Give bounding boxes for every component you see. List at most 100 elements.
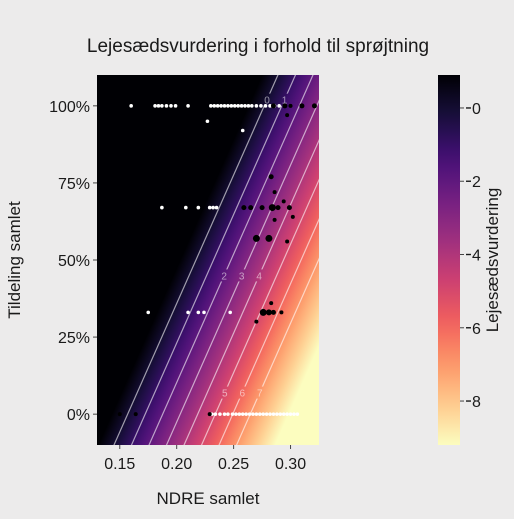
data-point: [243, 104, 247, 108]
colorbar-tick-label: 4: [472, 248, 481, 265]
contour-label-bg: [236, 269, 247, 282]
data-point: [268, 104, 272, 108]
x-axis-label: NDRE samlet: [157, 489, 260, 508]
data-point: [270, 309, 276, 315]
data-point: [222, 412, 227, 416]
data-point: [254, 412, 259, 416]
colorbar: 0 2 4 6 8: [438, 75, 481, 445]
y-axis-label: Tildeling samlet: [5, 201, 24, 319]
contour-label-bg: [219, 386, 230, 399]
contour-label: 6: [240, 389, 246, 400]
contour-label: 3: [239, 271, 245, 282]
data-point: [213, 412, 218, 416]
data-point: [237, 412, 242, 416]
data-point: [254, 104, 259, 108]
data-point: [281, 412, 286, 416]
data-point: [279, 310, 284, 315]
data-point: [133, 412, 138, 417]
data-point: [186, 310, 190, 315]
data-point: [215, 104, 220, 108]
heatmap-surface: [97, 75, 319, 445]
data-point: [186, 104, 190, 108]
contour-line: [148, 75, 314, 445]
contour-label: 4: [256, 271, 262, 282]
data-point: [259, 308, 267, 316]
data-point: [160, 104, 164, 108]
data-point: [285, 239, 290, 244]
data-point: [295, 412, 300, 416]
data-point: [264, 412, 269, 416]
data-point: [244, 412, 248, 416]
contour-label: 5: [222, 389, 228, 400]
data-point: [269, 301, 274, 306]
data-point: [207, 205, 212, 210]
data-point: [275, 412, 279, 416]
data-point: [240, 128, 245, 133]
contour-line: [165, 99, 319, 445]
x-tick-label: 0.15: [104, 456, 135, 473]
data-point: [272, 217, 277, 222]
contour-line: [183, 138, 319, 445]
data-point: [292, 412, 296, 416]
data-point: [271, 412, 276, 416]
contour-label-bg: [237, 386, 248, 399]
data-point: [160, 205, 164, 210]
contour-label: 1: [282, 96, 288, 107]
data-point: [229, 104, 234, 108]
contour-label-bg: [219, 269, 230, 282]
data-point: [290, 214, 295, 219]
data-point: [196, 205, 201, 210]
colorbar-gradient: [438, 75, 460, 445]
data-point: [286, 205, 292, 211]
contour-label: 2: [221, 271, 227, 282]
contour-line: [235, 257, 319, 445]
contour-label-bg: [279, 93, 290, 106]
data-point: [196, 310, 201, 315]
x-tick-label: 0.25: [218, 456, 249, 473]
contour-line: [218, 218, 319, 445]
data-point: [153, 104, 157, 108]
data-point: [250, 104, 254, 108]
data-point: [146, 310, 151, 315]
data-point: [209, 104, 213, 108]
data-point: [241, 205, 247, 211]
data-point: [261, 412, 266, 416]
data-point: [285, 412, 289, 416]
data-point: [156, 104, 161, 108]
data-point: [277, 104, 281, 108]
data-point: [285, 113, 290, 118]
data-point: [311, 103, 317, 109]
data-point: [299, 103, 305, 109]
y-axis: 0% 25% 50% 75% 100%: [49, 99, 97, 424]
contour-label-bg: [261, 93, 272, 106]
y-tick-label: 75%: [58, 176, 90, 193]
data-point: [248, 205, 254, 211]
contour-label-bg: [254, 386, 265, 399]
colorbar-tick-label: 0: [472, 101, 481, 118]
colorbar-tick-label: 6: [472, 321, 481, 338]
data-point: [270, 103, 276, 109]
colorbar-tick-label: 2: [472, 174, 481, 191]
plot-area: 76 5 43 2 1 0: [97, 75, 319, 445]
data-point: [268, 412, 272, 416]
chart-title: Lejesædsvurdering i forhold til sprøjtni…: [87, 36, 429, 57]
contour-label-bg: [254, 269, 265, 282]
data-point: [263, 104, 268, 108]
data-point: [214, 205, 219, 210]
x-tick-label: 0.20: [161, 456, 192, 473]
data-point: [184, 205, 188, 210]
data-point: [219, 104, 223, 108]
data-point: [226, 412, 230, 416]
data-point: [288, 103, 293, 108]
data-point: [228, 310, 232, 315]
data-point: [275, 205, 281, 211]
data-point: [205, 119, 210, 124]
data-point: [202, 310, 206, 315]
data-point: [240, 412, 245, 416]
colorbar-tick-label: 8: [472, 394, 481, 411]
data-point: [164, 104, 169, 108]
data-point: [252, 234, 260, 242]
colorbar-label: Lejesædsvurdering: [483, 188, 502, 333]
data-point: [218, 412, 222, 416]
